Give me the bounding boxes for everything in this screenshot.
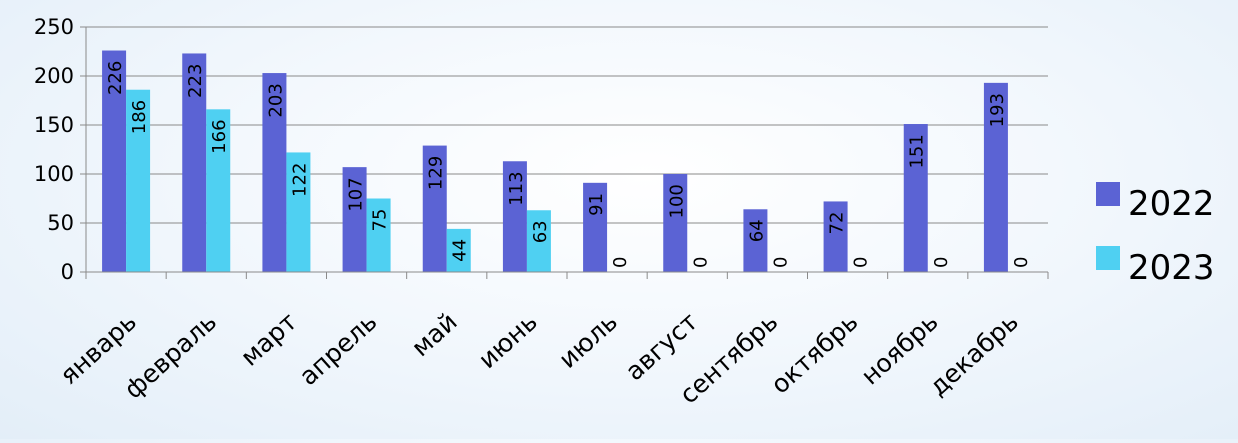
bar-2023-февраль bbox=[206, 109, 231, 272]
y-tick-label: 50 bbox=[47, 211, 74, 235]
bar-2023-май bbox=[446, 228, 471, 272]
bar-2022-май bbox=[422, 145, 447, 272]
legend: 2022 2023 bbox=[1096, 182, 1215, 288]
data-label-2023-февраль: 166 bbox=[209, 119, 230, 153]
data-label-2023-август: 0 bbox=[690, 257, 711, 268]
y-tick-label: 200 bbox=[34, 64, 74, 88]
data-label-2022-март: 203 bbox=[265, 83, 286, 117]
data-label-2023-июнь: 63 bbox=[530, 220, 551, 243]
data-label-2022-май: 129 bbox=[426, 156, 447, 190]
data-label-2022-июль: 91 bbox=[586, 193, 607, 216]
x-category-label: март bbox=[235, 307, 302, 372]
bar-2023-июнь bbox=[526, 210, 551, 272]
bar-2023-январь bbox=[126, 89, 151, 272]
data-labels: 226 223 203 107 129 113 91 100 64 72 151 193 186 166 1… bbox=[105, 61, 1032, 268]
data-label-2023-октябрь: 0 bbox=[851, 257, 872, 268]
gridlines bbox=[86, 26, 1048, 224]
x-category-label: апрель bbox=[294, 307, 383, 391]
y-tick-label: 100 bbox=[34, 162, 74, 186]
legend-swatch-2022 bbox=[1096, 182, 1120, 206]
x-category-label: май bbox=[406, 307, 463, 362]
data-label-2023-сентябрь: 0 bbox=[770, 257, 791, 268]
bar-2022-июль bbox=[583, 182, 608, 272]
y-tick-label: 150 bbox=[34, 113, 74, 137]
x-category-label: июль bbox=[553, 307, 623, 374]
y-tick-label: 250 bbox=[34, 15, 74, 39]
data-label-2023-апрель: 75 bbox=[370, 209, 391, 232]
bar-2022-март bbox=[262, 73, 287, 272]
data-label-2022-сентябрь: 64 bbox=[746, 219, 767, 242]
data-label-2022-июнь: 113 bbox=[506, 171, 527, 205]
data-label-2022-январь: 226 bbox=[105, 61, 126, 95]
bar-2022-октябрь bbox=[823, 201, 848, 272]
x-category-label: июнь bbox=[473, 307, 543, 374]
data-label-2023-ноябрь: 0 bbox=[931, 257, 952, 268]
legend-swatch-2023 bbox=[1096, 246, 1120, 270]
bar-2022-июнь bbox=[502, 161, 527, 272]
data-label-2022-октябрь: 72 bbox=[827, 212, 848, 235]
data-label-2023-май: 44 bbox=[450, 239, 471, 262]
bar-2023-март bbox=[286, 152, 311, 272]
data-label-2023-июль: 0 bbox=[610, 257, 631, 268]
bars bbox=[102, 50, 1008, 273]
data-label-2023-март: 122 bbox=[289, 163, 310, 197]
data-label-2022-ноябрь: 151 bbox=[907, 134, 928, 168]
data-label-2022-декабрь: 193 bbox=[987, 93, 1008, 127]
bar-2022-сентябрь bbox=[743, 209, 768, 272]
y-tick-label: 0 bbox=[61, 260, 74, 284]
data-label-2022-февраль: 223 bbox=[185, 64, 206, 98]
bar-2022-август bbox=[663, 174, 688, 272]
bar-2022-апрель bbox=[342, 167, 367, 272]
legend-label-2023: 2023 bbox=[1128, 248, 1215, 288]
bar-2023-апрель bbox=[366, 198, 391, 272]
data-label-2022-апрель: 107 bbox=[346, 177, 367, 211]
bar-2022-январь bbox=[102, 50, 127, 272]
bar-2022-ноябрь bbox=[903, 124, 928, 273]
data-label-2023-декабрь: 0 bbox=[1011, 257, 1032, 268]
data-label-2022-август: 100 bbox=[666, 184, 687, 218]
bar-2022-февраль bbox=[182, 53, 207, 273]
x-category-label: октябрь bbox=[765, 307, 863, 399]
legend-label-2022: 2022 bbox=[1128, 184, 1215, 224]
x-category-label: декабрь bbox=[923, 307, 1023, 402]
bar-2022-декабрь bbox=[983, 82, 1008, 272]
data-label-2023-январь: 186 bbox=[129, 100, 150, 134]
